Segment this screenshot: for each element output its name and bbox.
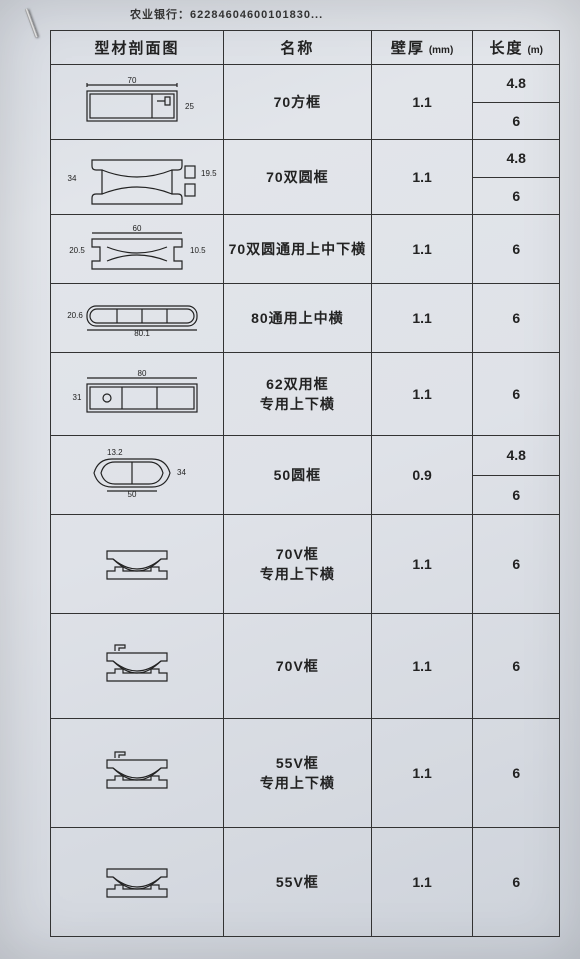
header-bank-text: 农业银行：62284604600101830... — [0, 0, 580, 32]
svg-text:13.2: 13.2 — [107, 448, 123, 457]
svg-text:34: 34 — [177, 468, 186, 477]
name-cell: 55V框 — [224, 828, 372, 937]
svg-text:80: 80 — [138, 369, 147, 378]
length-cell: 6 — [473, 515, 560, 614]
thickness-cell: 1.1 — [371, 828, 473, 937]
svg-text:10.5: 10.5 — [190, 246, 206, 255]
profile-svg: 20.6 80.1 — [57, 294, 217, 340]
profile-svg: 60 20.5 10.5 — [57, 223, 217, 273]
thickness-cell: 1.1 — [371, 614, 473, 719]
svg-text:34: 34 — [68, 174, 77, 183]
length-cell: 6 — [473, 614, 560, 719]
table-row: 55V框1.16 — [51, 828, 560, 937]
table-row: 20.6 80.1 80通用上中横1.16 — [51, 284, 560, 353]
length-cell: 4.8 — [473, 65, 560, 103]
name-cell: 70方框 — [224, 65, 372, 140]
profile-svg: 50 34 13.2 — [57, 447, 217, 501]
thickness-cell: 1.1 — [371, 65, 473, 140]
table-row: 60 20.5 10.570双圆通用上中下横1.16 — [51, 215, 560, 284]
table-row: 34 19.570双圆框1.14.8 — [51, 140, 560, 178]
name-cell: 50圆框 — [224, 436, 372, 515]
svg-text:20.5: 20.5 — [69, 246, 85, 255]
table-row: 70 2570方框1.14.8 — [51, 65, 560, 103]
length-cell: 6 — [473, 719, 560, 828]
name-cell: 70双圆通用上中下横 — [224, 215, 372, 284]
table-row: 70V框1.16 — [51, 614, 560, 719]
length-cell: 6 — [473, 475, 560, 515]
col-header-length: 长度(m) — [473, 31, 560, 65]
profile-svg: 80 31 — [57, 368, 217, 418]
profile-svg: 34 19.5 — [57, 146, 217, 206]
profile-cell — [51, 719, 224, 828]
length-cell: 6 — [473, 177, 560, 215]
svg-text:60: 60 — [133, 224, 142, 233]
length-cell: 6 — [473, 215, 560, 284]
length-cell: 6 — [473, 353, 560, 436]
svg-text:70: 70 — [128, 76, 137, 85]
profile-cell: 34 19.5 — [51, 140, 224, 215]
profile-svg — [57, 857, 217, 905]
thickness-cell: 0.9 — [371, 436, 473, 515]
profile-cell — [51, 515, 224, 614]
spec-table: 型材剖面图 名称 壁厚(mm) 长度(m) 70 2570方框1.14.8634… — [50, 30, 560, 937]
header-row: 型材剖面图 名称 壁厚(mm) 长度(m) — [51, 31, 560, 65]
thickness-cell: 1.1 — [371, 353, 473, 436]
profile-cell: 20.6 80.1 — [51, 284, 224, 353]
length-cell: 4.8 — [473, 436, 560, 476]
table-row: 55V框专用上下横1.16 — [51, 719, 560, 828]
profile-svg — [57, 748, 217, 796]
profile-cell — [51, 828, 224, 937]
thickness-cell: 1.1 — [371, 215, 473, 284]
length-cell: 6 — [473, 284, 560, 353]
name-cell: 80通用上中横 — [224, 284, 372, 353]
svg-text:20.6: 20.6 — [67, 311, 83, 320]
col-header-thickness: 壁厚(mm) — [371, 31, 473, 65]
profile-cell: 70 25 — [51, 65, 224, 140]
thickness-cell: 1.1 — [371, 719, 473, 828]
profile-svg — [57, 641, 217, 689]
name-cell: 62双用框专用上下横 — [224, 353, 372, 436]
profile-cell: 60 20.5 10.5 — [51, 215, 224, 284]
length-cell: 6 — [473, 828, 560, 937]
profile-cell: 80 31 — [51, 353, 224, 436]
name-cell: 70V框 — [224, 614, 372, 719]
svg-text:19.5: 19.5 — [201, 169, 217, 178]
name-cell: 55V框专用上下横 — [224, 719, 372, 828]
col-header-profile: 型材剖面图 — [51, 31, 224, 65]
table-row: 50 34 13.250圆框0.94.8 — [51, 436, 560, 476]
profile-svg: 70 25 — [57, 75, 217, 127]
name-cell: 70V框专用上下横 — [224, 515, 372, 614]
name-cell: 70双圆框 — [224, 140, 372, 215]
length-cell: 4.8 — [473, 140, 560, 178]
profile-svg — [57, 539, 217, 587]
table-row: 80 31 62双用框专用上下横1.16 — [51, 353, 560, 436]
svg-text:25: 25 — [185, 102, 194, 111]
svg-text:31: 31 — [73, 393, 82, 402]
table-row: 70V框专用上下横1.16 — [51, 515, 560, 614]
length-cell: 6 — [473, 102, 560, 140]
profile-cell — [51, 614, 224, 719]
thickness-cell: 1.1 — [371, 515, 473, 614]
col-header-name: 名称 — [224, 31, 372, 65]
thickness-cell: 1.1 — [371, 140, 473, 215]
profile-cell: 50 34 13.2 — [51, 436, 224, 515]
thickness-cell: 1.1 — [371, 284, 473, 353]
